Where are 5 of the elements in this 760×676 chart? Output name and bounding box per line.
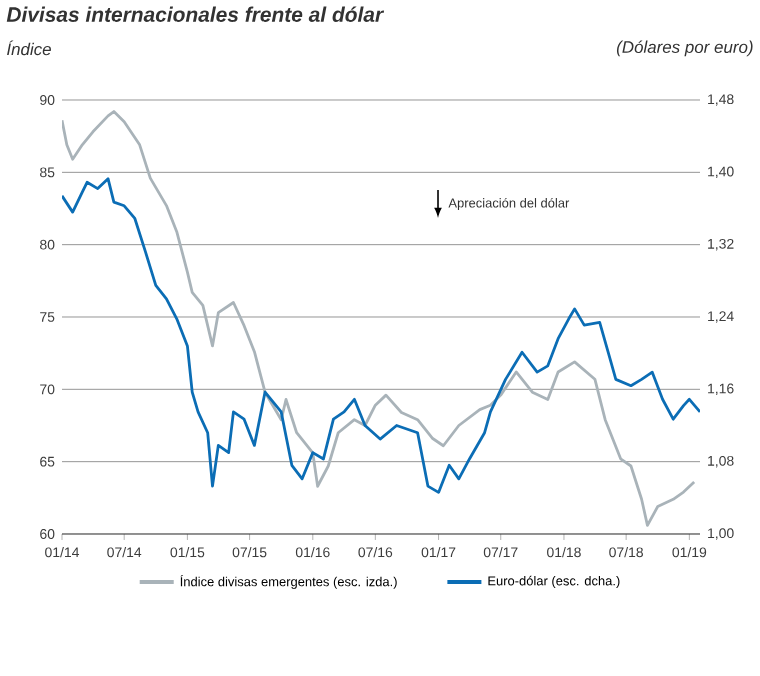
chart-title: Divisas internacionales frente al dólar: [6, 6, 385, 22]
line-series: [62, 177, 701, 494]
y2-axis-title: (Dólares por euro): [616, 40, 753, 57]
line-series: [62, 110, 696, 527]
y-axis-title: Índice: [7, 40, 51, 56]
